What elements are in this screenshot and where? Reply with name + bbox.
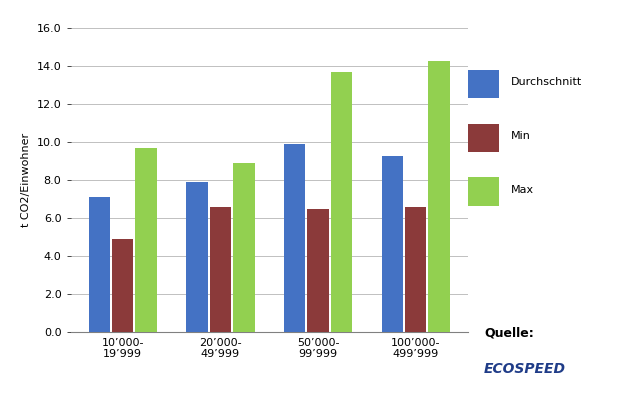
Text: Min: Min bbox=[512, 131, 531, 141]
Bar bbox=[187, 182, 208, 332]
Bar bbox=[233, 163, 254, 332]
Text: Max: Max bbox=[512, 185, 535, 195]
Text: ECOSPEED: ECOSPEED bbox=[484, 362, 566, 375]
Text: Durchschnitt: Durchschnitt bbox=[512, 77, 583, 87]
Bar bbox=[331, 72, 352, 332]
Bar bbox=[405, 207, 426, 332]
FancyBboxPatch shape bbox=[468, 124, 499, 152]
Bar bbox=[112, 239, 133, 332]
Bar bbox=[88, 197, 110, 332]
Bar bbox=[381, 156, 403, 332]
Bar bbox=[307, 209, 329, 332]
Bar bbox=[135, 148, 157, 332]
FancyBboxPatch shape bbox=[468, 70, 499, 98]
Bar bbox=[210, 207, 231, 332]
Text: Quelle:: Quelle: bbox=[484, 326, 534, 339]
FancyBboxPatch shape bbox=[468, 177, 499, 206]
Y-axis label: t CO2/Einwohner: t CO2/Einwohner bbox=[21, 133, 31, 227]
Bar bbox=[284, 144, 305, 332]
Bar bbox=[428, 61, 450, 332]
